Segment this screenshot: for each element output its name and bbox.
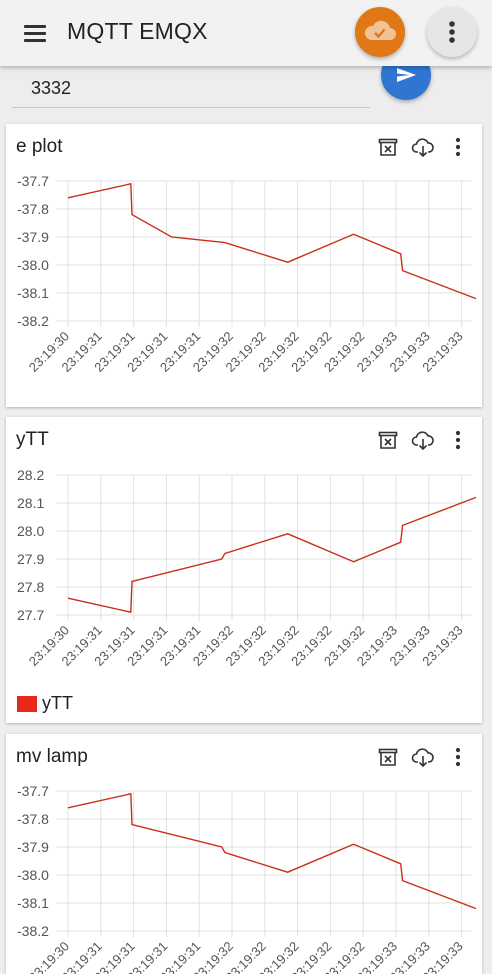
more-vert-icon[interactable] <box>446 745 470 769</box>
y-tick-label: -37.7 <box>17 173 49 189</box>
y-tick-label: 28.1 <box>17 495 44 511</box>
y-tick-label: -38.1 <box>17 895 49 911</box>
series-line <box>67 792 477 910</box>
series-line <box>67 496 477 614</box>
y-tick-label: -38.2 <box>17 923 49 939</box>
chart-title: yTT <box>16 429 49 450</box>
cloud-download-icon[interactable] <box>411 135 435 159</box>
y-tick-label: -38.0 <box>17 257 49 273</box>
y-tick-label: -38.2 <box>17 313 49 329</box>
app-title: MQTT EMQX <box>67 18 208 44</box>
clear-data-icon[interactable] <box>376 135 400 159</box>
chart-card-mv-lamp: mv lamp -37.7 -37.8 -37.9 -38.0 -38.1 -38.2 23… <box>6 734 482 974</box>
more-vert-icon <box>449 21 455 43</box>
publish-input[interactable] <box>12 66 370 108</box>
connection-button[interactable] <box>355 7 405 57</box>
chart-title: mv lamp <box>16 746 88 767</box>
more-vert-icon[interactable] <box>446 428 470 452</box>
cloud-check-icon <box>364 20 396 40</box>
y-tick-label: 27.9 <box>17 551 44 567</box>
legend-label: yTT <box>42 693 73 713</box>
y-tick-label: -38.0 <box>17 867 49 883</box>
y-tick-label: -37.9 <box>17 839 49 855</box>
series-line <box>67 182 477 300</box>
y-tick-label: 27.7 <box>17 607 44 623</box>
more-vert-icon[interactable] <box>446 135 470 159</box>
y-tick-label: -37.8 <box>17 201 49 217</box>
y-tick-label: -38.1 <box>17 285 49 301</box>
clear-data-icon[interactable] <box>376 745 400 769</box>
app-bar: MQTT EMQX <box>0 0 492 66</box>
y-tick-label: -37.7 <box>17 783 49 799</box>
chart-card-ytt: yTT yTT 28.2 28.1 28.0 27.9 27.8 27.7 23:19:30… <box>6 417 482 723</box>
y-tick-label: -37.9 <box>17 229 49 245</box>
chart-legend: yTT <box>17 693 73 714</box>
y-tick-label: -37.8 <box>17 811 49 827</box>
cloud-download-icon[interactable] <box>411 428 435 452</box>
overflow-menu-button[interactable] <box>427 7 477 57</box>
chart-plot: -37.7-37.8-37.9-38.0-38.1-38.223:19:3023… <box>17 173 477 375</box>
menu-icon[interactable] <box>22 22 50 44</box>
chart-plot: 28.228.128.027.927.827.723:19:3023:19:31… <box>17 467 477 669</box>
chart-title: e plot <box>16 136 63 157</box>
y-tick-label: 28.0 <box>17 523 44 539</box>
legend-swatch <box>17 695 37 712</box>
y-tick-label: 28.2 <box>17 467 44 483</box>
y-tick-label: 27.8 <box>17 579 44 595</box>
chart-plot: -37.7-37.8-37.9-38.0-38.1-38.223:19:3023… <box>17 783 477 974</box>
send-icon <box>397 68 416 82</box>
cloud-download-icon[interactable] <box>411 745 435 769</box>
chart-card-e-plot: e plot -37.7 -37.8 -37.9 -38.0 -38.1 -38.2 23:… <box>6 124 482 407</box>
clear-data-icon[interactable] <box>376 428 400 452</box>
